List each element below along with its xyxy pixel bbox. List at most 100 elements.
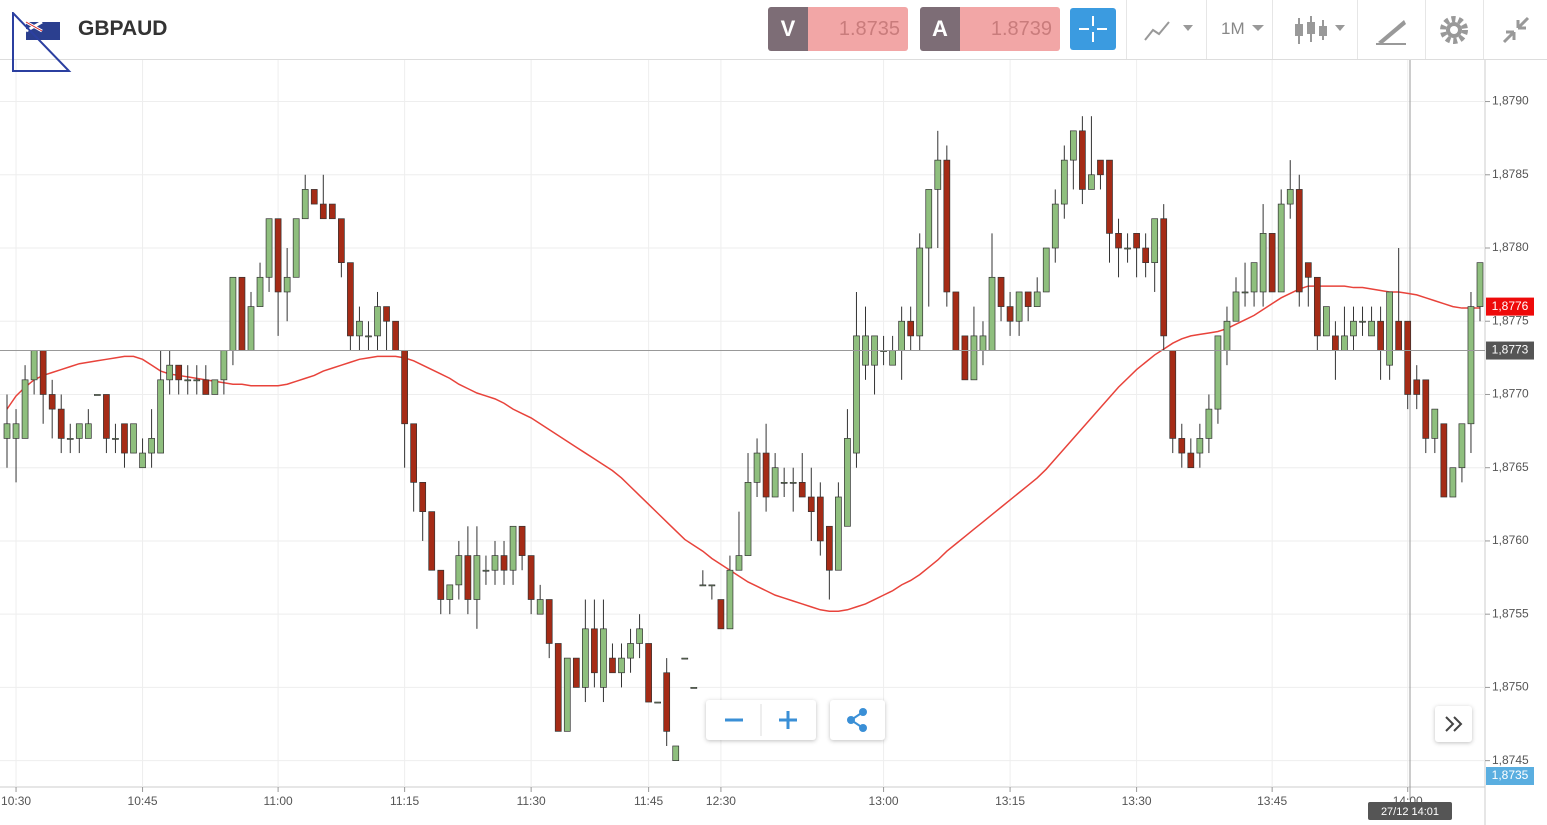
candle-body [139,452,146,469]
crosshair-button[interactable] [1070,8,1116,50]
candle-body [835,496,842,571]
zoom-in[interactable] [779,711,797,729]
x-tick-label: 13:15 [995,794,1025,808]
candle-body [103,394,110,439]
candle-body [988,276,996,351]
x-tick-label: 12:30 [706,794,736,808]
candle-body [1033,291,1041,307]
candle-body [166,364,174,381]
candle-body [121,423,128,454]
buy-price[interactable]: 1.8739 [960,7,1060,51]
candle-body [482,569,490,572]
candle-body [419,482,427,512]
drawing-button[interactable] [1357,0,1425,59]
candle-body [645,643,652,703]
candle-body [961,335,969,381]
candle-body [726,569,734,630]
candle-body [365,335,372,338]
scroll-to-end-button[interactable] [1435,706,1472,742]
candle-body [401,350,408,425]
share-button[interactable] [830,700,885,740]
candle-body [1404,320,1412,395]
candle-body [148,438,155,454]
candle-body [112,438,119,440]
candle-body [1458,423,1466,469]
candle-body [925,189,933,249]
x-tick-label: 13:30 [1122,794,1152,808]
candle-body [75,423,83,439]
candle-body [66,438,74,440]
candle-body [1268,233,1276,293]
candle-body [338,218,345,264]
candle-body [428,511,436,571]
y-tick-label: 1,8790 [1492,94,1529,108]
symbol: GBPAUD [78,17,168,40]
candle-body [1106,159,1113,234]
candle-body [157,379,164,454]
candle-body [591,628,598,674]
sell-label[interactable]: V [768,7,808,51]
candles-button[interactable] [1272,0,1357,59]
x-tick-label: 11:45 [634,794,663,808]
buy-label[interactable]: A [920,7,960,51]
candle-body [410,423,418,483]
candle-body [12,423,20,439]
candle-body [1115,233,1122,249]
candle-body [1178,438,1186,454]
candle-body [690,687,698,689]
candle-body [1015,291,1023,322]
candle-body [1332,335,1339,351]
candle-body [1097,159,1104,176]
zoom-buttons [706,700,816,740]
candle-body [184,379,192,382]
candle-body [934,159,942,190]
candle-body [545,599,553,644]
y-tick-label: 1,8775 [1492,313,1529,327]
candle-body [816,496,824,542]
candle-body [1476,262,1484,307]
candle-body [663,672,671,732]
chart-type-button[interactable] [1126,0,1206,59]
candle-body [1431,408,1439,439]
y-tick-label: 1,8750 [1492,680,1529,694]
candle-body [636,628,643,644]
timeframe-button[interactable]: 1M [1206,0,1272,59]
candle-body [1467,306,1475,425]
candle-body [572,657,580,688]
candle-body [1069,130,1077,161]
x-tick-label: 10:30 [1,794,31,808]
y-tick-label: 1,8760 [1492,533,1529,547]
candle-body [202,379,210,395]
candle-body [3,423,11,439]
candle-body [1313,276,1321,337]
candle-body [1169,350,1177,439]
candle-body [952,291,960,351]
candle-body [446,584,454,600]
moving-average-line [6,285,1480,612]
sell-price[interactable]: 1.8735 [808,7,908,51]
candle-body [1133,233,1140,249]
crosshair-time-box [1368,802,1452,820]
x-tick-label: 11:15 [390,794,419,808]
candle-body [780,482,788,484]
x-tick-label: 10:45 [128,794,158,808]
bid-price-box [1486,767,1534,785]
candle-body [1241,291,1249,294]
candle-body [618,657,625,674]
x-tick-label: 14:00 [1393,794,1423,808]
candle-body [518,525,526,556]
candle-body [1440,423,1448,498]
candle-body [844,438,851,527]
timeframe[interactable]: 1M [1221,19,1245,38]
candle-body [1386,291,1393,366]
candle-body [771,467,779,498]
candle-body [464,555,472,600]
candle-body [1042,247,1050,293]
candle-body [455,555,463,586]
candle-body [600,628,607,688]
fullscreen-button[interactable] [1483,0,1547,59]
candle-body [554,643,562,732]
settings-button[interactable] [1425,0,1483,59]
